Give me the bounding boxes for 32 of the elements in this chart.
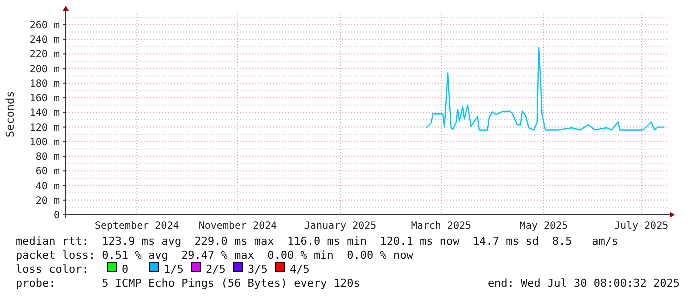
legend-label: 0	[122, 263, 129, 276]
y-tick-label: 220 m	[30, 50, 60, 61]
y-tick-label: 60 m	[36, 166, 60, 178]
y-tick-label: 260 m	[30, 20, 60, 32]
y-tick-label: 40 m	[36, 181, 60, 192]
y-tick-label: 100 m	[30, 137, 60, 148]
x-tick-label: July 2025	[614, 221, 669, 232]
x-tick-label: May 2025	[520, 221, 568, 232]
text: median rtt: 123.9 ms avg 229.0 ms max 116.0 ms min 120.1 ms now 14.7 ms sd 8.5 am/s	[16, 235, 619, 248]
y-axis-title: Seconds	[4, 91, 17, 138]
text: probe: 5 ICMP Echo Pings (56 Bytes) every 120s	[16, 277, 360, 290]
line-series	[426, 47, 666, 131]
y-tick-label: 180 m	[30, 78, 60, 90]
y-tick-label: 20 m	[36, 196, 60, 207]
y-tick-label: 0	[54, 210, 60, 222]
x-tick-label: September 2024	[94, 221, 180, 232]
text: packet loss: 0.51 % avg 29.47 % max 0.00 % min 0.00 % now	[16, 249, 414, 262]
legend-title: loss color:	[16, 263, 89, 276]
y-tick-label: 160 m	[30, 94, 60, 105]
y-tick-label: 240 m	[30, 35, 60, 46]
y-tick-label: 200 m	[30, 64, 60, 76]
legend-label: 1/5	[164, 263, 184, 276]
legend-label: 3/5	[248, 263, 268, 276]
y-tick-label: 120 m	[30, 122, 60, 134]
x-tick-label: November 2024	[198, 221, 278, 232]
x-tick-label: January 2025	[304, 221, 377, 232]
text: end: Wed Jul 30 08:00:32 2025	[488, 277, 680, 290]
x-tick-label: March 2025	[411, 221, 472, 232]
y-tick-label: 140 m	[30, 108, 60, 120]
legend-label: 2/5	[206, 263, 226, 276]
y-tick-label: 80 m	[36, 152, 60, 164]
legend-label: 4/5	[290, 263, 310, 276]
